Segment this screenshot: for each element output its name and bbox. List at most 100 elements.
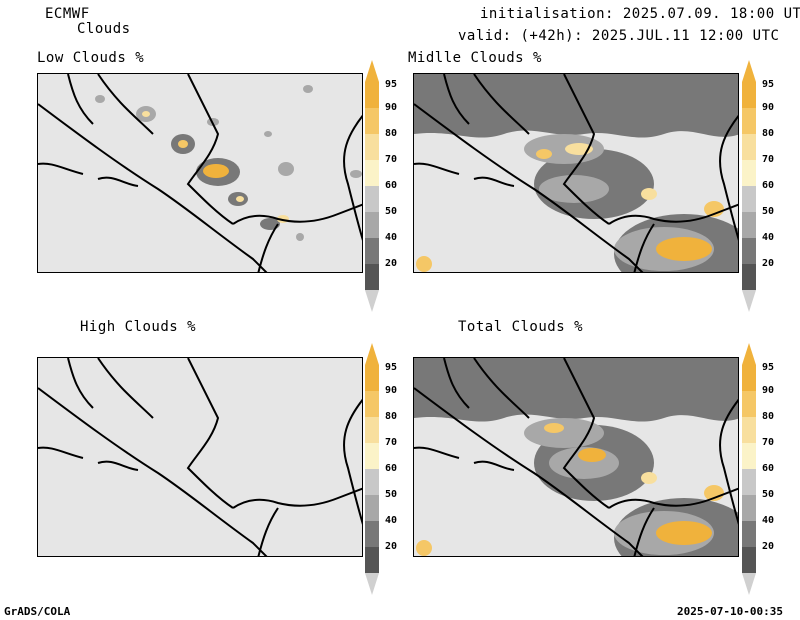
middle-borders [414,74,738,272]
total-clouds-title: Total Clouds % [458,319,584,335]
middle-colorbar-swatch [742,82,756,108]
middle-colorbar-label: 20 [762,258,775,269]
total-colorbar-swatch [742,521,756,547]
low-colorbar-swatch [365,108,379,134]
low-colorbar-swatch [365,186,379,212]
total-borders [414,358,738,556]
total-colorbar-swatch [742,469,756,495]
total-colorbar-label: 80 [762,411,775,422]
low-clouds-map [37,73,363,273]
high-borders [38,358,362,556]
middle-clouds-map [413,73,739,273]
middle-colorbar-swatch [742,134,756,160]
total-colorbar-label: 95 [762,362,775,373]
total-colorbar-swatch [742,391,756,417]
high-colorbar-label: 60 [385,463,398,474]
middle-colorbar-above-triangle [742,60,756,82]
high-colorbar-swatch [365,521,379,547]
low-colorbar-swatch [365,82,379,108]
total-clouds-map-graphic [414,358,738,556]
high-clouds-map [37,357,363,557]
middle-colorbar-label: 90 [762,102,775,113]
high-clouds-map-graphic [38,358,362,556]
high-colorbar-swatch [365,365,379,391]
low-colorbar-label: 60 [385,180,398,191]
middle-colorbar: 95 90 80 70 60 50 40 20 [742,60,774,312]
middle-clouds-map-graphic [414,74,738,272]
total-colorbar-label: 90 [762,385,775,396]
middle-colorbar-below-triangle [742,290,756,312]
low-colorbar-label: 80 [385,128,398,139]
low-colorbar-below-triangle [365,290,379,312]
total-colorbar-swatch [742,547,756,573]
initialisation-label: initialisation: 2025.07.09. 18:00 UTC [480,6,800,22]
high-colorbar-swatch [365,391,379,417]
total-colorbar-swatch [742,417,756,443]
low-colorbar: 95 90 80 70 60 50 40 20 [365,60,397,312]
valid-time-label: valid: (+42h): 2025.JUL.11 12:00 UTC [458,28,780,44]
total-colorbar-label: 50 [762,489,775,500]
high-colorbar-label: 95 [385,362,398,373]
high-colorbar-swatch [365,495,379,521]
total-clouds-map [413,357,739,557]
total-colorbar-swatch [742,365,756,391]
middle-colorbar-swatch [742,108,756,134]
middle-colorbar-label: 80 [762,128,775,139]
low-colorbar-swatch [365,134,379,160]
total-colorbar-swatch [742,443,756,469]
model-label: ECMWF [45,6,90,22]
middle-colorbar-swatch [742,264,756,290]
low-clouds-title: Low Clouds % [37,50,145,66]
low-clouds-map-graphic [38,74,362,272]
total-colorbar-above-triangle [742,343,756,365]
middle-clouds-title: Midlle Clouds % [408,50,542,66]
high-colorbar-label: 40 [385,515,398,526]
low-colorbar-label: 95 [385,79,398,90]
middle-colorbar-swatch [742,186,756,212]
low-colorbar-above-triangle [365,60,379,82]
low-borders [38,74,362,272]
middle-colorbar-label: 40 [762,232,775,243]
low-colorbar-swatch [365,264,379,290]
high-clouds-title: High Clouds % [80,319,197,335]
total-colorbar-below-triangle [742,573,756,595]
low-colorbar-label: 50 [385,206,398,217]
high-colorbar: 95 90 80 70 60 50 40 20 [365,343,397,595]
high-colorbar-label: 70 [385,437,398,448]
total-colorbar-label: 70 [762,437,775,448]
low-colorbar-label: 70 [385,154,398,165]
total-colorbar-label: 40 [762,515,775,526]
middle-colorbar-label: 60 [762,180,775,191]
total-cloud-patches [414,358,738,556]
total-colorbar: 95 90 80 70 60 50 40 20 [742,343,774,595]
high-colorbar-label: 80 [385,411,398,422]
total-colorbar-label: 60 [762,463,775,474]
low-colorbar-label: 40 [385,232,398,243]
middle-colorbar-swatch [742,212,756,238]
grads-credit: GrADS/COLA [4,605,71,618]
total-colorbar-label: 20 [762,541,775,552]
high-colorbar-swatch [365,417,379,443]
low-colorbar-label: 20 [385,258,398,269]
run-timestamp: 2025-07-10-00:35 [677,605,783,618]
high-colorbar-label: 20 [385,541,398,552]
middle-colorbar-swatch [742,160,756,186]
high-colorbar-swatch [365,547,379,573]
high-colorbar-above-triangle [365,343,379,365]
product-label: Clouds [77,21,131,37]
total-colorbar-swatch [742,495,756,521]
low-colorbar-swatch [365,212,379,238]
high-colorbar-label: 90 [385,385,398,396]
low-colorbar-label: 90 [385,102,398,113]
high-colorbar-swatch [365,443,379,469]
low-colorbar-swatch [365,238,379,264]
middle-colorbar-swatch [742,238,756,264]
high-colorbar-label: 50 [385,489,398,500]
middle-colorbar-label: 95 [762,79,775,90]
high-colorbar-below-triangle [365,573,379,595]
low-cloud-patches [95,85,362,241]
middle-cloud-patches [414,74,738,272]
low-colorbar-swatch [365,160,379,186]
middle-colorbar-label: 50 [762,206,775,217]
middle-colorbar-label: 70 [762,154,775,165]
